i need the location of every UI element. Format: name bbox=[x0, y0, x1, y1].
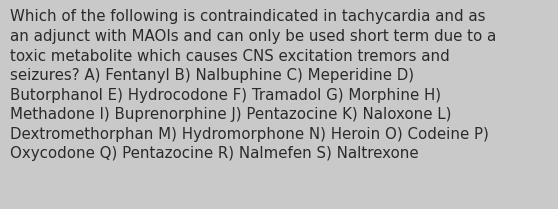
Text: Which of the following is contraindicated in tachycardia and as
an adjunct with : Which of the following is contraindicate… bbox=[10, 9, 496, 161]
